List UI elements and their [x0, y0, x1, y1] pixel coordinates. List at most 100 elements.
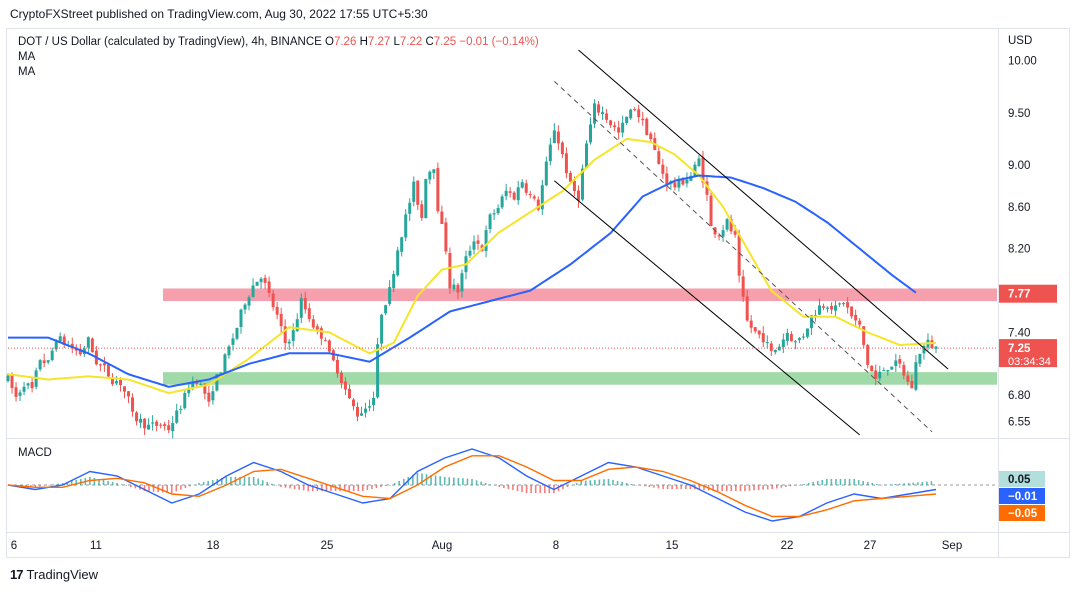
candle-body — [850, 306, 854, 317]
macd-hist-bar — [803, 483, 805, 485]
macd-hist-bar — [261, 480, 264, 485]
macd-signal-value: −0.05 — [1008, 508, 1038, 520]
candle-body — [878, 371, 882, 379]
macd-hist-value-box — [999, 471, 1045, 487]
symbol-label: DOT / US Dollar (calculated by TradingVi… — [18, 36, 322, 48]
candle-body — [147, 424, 151, 430]
candle-body — [420, 204, 424, 218]
macd-line — [7, 448, 937, 522]
ma-fast-legend[interactable]: MA — [18, 51, 36, 63]
macd-hist-bar — [475, 480, 478, 485]
macd-legend[interactable]: MACD — [18, 447, 52, 459]
macd-hist-bar — [826, 478, 828, 485]
macd-hist-bar — [207, 480, 209, 485]
macd-hist-bar — [189, 485, 191, 487]
candle-body — [504, 190, 508, 197]
macd-hist-bar — [412, 474, 414, 485]
macd-hist-bar — [362, 485, 364, 492]
macd-hist-bar — [894, 483, 896, 485]
candle-body — [384, 305, 388, 314]
candle-body — [291, 330, 295, 341]
macd-hist-bar — [289, 485, 291, 489]
candle-body — [315, 326, 319, 330]
macd-hist-bar — [616, 480, 619, 485]
macd-hist-bar — [789, 485, 792, 487]
candle-body — [645, 118, 649, 136]
macd-hist-bar — [443, 476, 446, 485]
macd-hist-bar — [589, 480, 592, 485]
candle-body — [661, 164, 665, 174]
currency-label: USD — [1008, 35, 1032, 47]
candles-group — [6, 99, 938, 439]
chart-legend: DOT / US Dollar (calculated by TradingVi… — [18, 35, 539, 80]
candle-body — [432, 169, 436, 173]
candle-body — [870, 365, 874, 372]
macd-hist-bar — [152, 485, 155, 492]
macd-hist-bar — [598, 479, 601, 485]
macd-hist-bar — [721, 485, 723, 492]
macd-hist-bar — [25, 485, 27, 487]
time-tick-label: Aug — [432, 540, 452, 552]
macd-hist-bar — [844, 478, 846, 485]
price-axis: USD10.009.509.008.608.207.807.406.806.55… — [999, 35, 1057, 428]
open-label: O — [325, 36, 334, 48]
candle-body — [159, 424, 163, 426]
macd-hist-bar — [821, 479, 824, 485]
time-tick-label: 27 — [864, 540, 877, 552]
time-tick-label: 18 — [207, 540, 220, 552]
candle-body — [568, 172, 572, 182]
macd-hist-bar — [439, 476, 441, 485]
macd-hist-bar — [889, 484, 892, 485]
candle-body — [830, 306, 834, 310]
candle-body — [62, 336, 66, 345]
macd-hist-bar — [134, 485, 137, 489]
macd-hist-bar — [507, 485, 510, 490]
macd-hist-bar — [735, 485, 737, 492]
change-value: −0.01 (−0.14%) — [459, 36, 539, 48]
candle-body — [187, 387, 191, 394]
candle-body — [26, 383, 30, 386]
candle-body — [211, 391, 215, 401]
candle-body — [356, 406, 360, 417]
macd-hist-bar — [926, 481, 928, 485]
candle-body — [589, 124, 593, 143]
candle-body — [416, 180, 420, 205]
macd-hist-bar — [753, 485, 755, 491]
macd-hist-bar — [603, 479, 605, 485]
candle-body — [930, 340, 934, 349]
candle-body — [203, 383, 207, 394]
macd-hist-bar — [498, 485, 501, 488]
candle-body — [809, 315, 813, 329]
macd-hist-bar — [762, 485, 764, 490]
footer-brand[interactable]: 17 TradingView — [10, 567, 98, 582]
macd-hist-bar — [812, 481, 814, 485]
ma-slow-legend[interactable]: MA — [18, 66, 36, 78]
candle-body — [657, 151, 661, 164]
candle-body — [556, 131, 560, 144]
candle-body — [572, 180, 576, 192]
candle-body — [412, 181, 416, 202]
candle-body — [106, 364, 110, 377]
macd-hist-bar — [170, 485, 173, 494]
candle-body — [347, 388, 351, 399]
candle-body — [360, 413, 364, 416]
candle-body — [279, 313, 283, 327]
candle-body — [918, 353, 922, 364]
macd-hist-bar — [243, 476, 246, 485]
tradingview-logo-icon: 17 — [10, 567, 24, 582]
candle-body — [697, 158, 701, 167]
price-tick-label: 9.50 — [1008, 108, 1030, 120]
candle-body — [854, 314, 858, 321]
candle-body — [749, 320, 753, 328]
macd-hist-bar — [161, 485, 164, 493]
candle-body — [641, 118, 645, 121]
macd-hist-bar — [594, 479, 596, 485]
macd-hist-bar — [339, 485, 341, 492]
macd-hist-bar — [703, 485, 705, 491]
candle-body — [251, 285, 255, 297]
candle-body — [247, 297, 251, 306]
macd-hist-bar — [325, 485, 328, 492]
candle-body — [564, 153, 568, 174]
macd-hist-bar — [757, 485, 760, 491]
